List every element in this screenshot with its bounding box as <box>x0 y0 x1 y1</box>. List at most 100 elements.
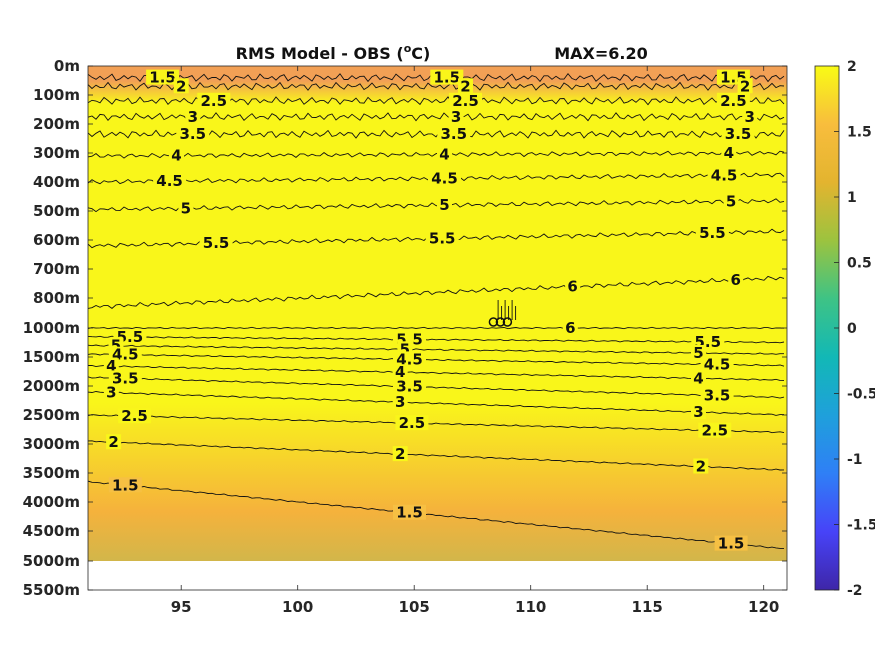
colorbar-ticks: 2 1.5 1 0.5 0 -0.5 -1 -1.5 -2 <box>834 59 875 599</box>
contour-label: 3 <box>106 384 116 402</box>
contour-line <box>88 335 785 344</box>
contour-label: 2.5 <box>121 407 148 425</box>
colorbar-tick-label: 0 <box>847 321 857 337</box>
y-tick-label: 3000m <box>23 435 80 453</box>
y-tick-label: 1000m <box>23 319 80 337</box>
colorbar-tick-label: 1 <box>847 190 857 206</box>
title-text: RMS Model - OBS ( <box>236 44 404 63</box>
contour-label-bg <box>197 92 231 108</box>
contour-label: 4.5 <box>431 169 458 187</box>
y-tick-label: 700m <box>33 260 80 278</box>
contour-label-bg <box>437 197 452 213</box>
contour-line <box>88 480 784 549</box>
contour-label-bg <box>721 145 737 161</box>
y-tick-label: 4000m <box>23 493 80 511</box>
contour-labels: 1.5 1.5 1.52 2 22.5 2.5 2.53 3 33.5 3.5 3.54 4 44.5 4… <box>103 69 758 553</box>
contour-label-bg <box>737 78 753 94</box>
contour-label-bg <box>428 170 461 186</box>
contour-label-bg <box>392 394 408 410</box>
contour-label: 2 <box>395 445 405 463</box>
x-tick-label: 110 <box>515 598 546 616</box>
contour-label-bg <box>437 146 452 162</box>
contour-line <box>88 150 785 159</box>
contour-label-bg <box>691 404 706 420</box>
contour-label-bg <box>185 108 201 124</box>
contour-label: 5 <box>111 337 121 355</box>
contour-line <box>88 344 784 355</box>
contour-label: 2.5 <box>702 422 729 440</box>
contour-label-bg <box>393 504 426 520</box>
contour-label: 1.5 <box>112 476 139 494</box>
contour-label: 3.5 <box>725 125 752 143</box>
x-tick-label: 120 <box>748 598 779 616</box>
x-axis: 95 100 105 110 115 120 <box>171 66 779 616</box>
contour-label: 2 <box>740 77 750 95</box>
contour-label: 3.5 <box>704 387 731 405</box>
contour-label-bg <box>716 92 750 108</box>
contour-label-bg <box>108 346 142 362</box>
contour-label-bg <box>691 345 706 360</box>
contour-label-bg <box>169 147 184 163</box>
contour-label-bg <box>173 78 189 94</box>
contour-label: 4 <box>395 363 405 381</box>
contour-line <box>88 81 785 91</box>
x-tick-label: 105 <box>399 598 430 616</box>
contour-label: 5 <box>439 196 449 214</box>
spike-lines <box>497 300 517 320</box>
contour-label-bg <box>430 69 464 85</box>
y-tick-label: 4500m <box>23 522 80 540</box>
chart-max-label: MAX=6.20 <box>554 44 648 63</box>
y-tick-label: 200m <box>33 115 80 133</box>
contour-label-bg <box>146 69 180 85</box>
y-tick-label: 3500m <box>23 464 80 482</box>
contour-label-bg <box>742 108 758 124</box>
y-tick-label: 500m <box>33 202 80 220</box>
contour-label: 5 <box>181 199 191 217</box>
contour-label-bg <box>562 320 578 335</box>
y-tick-label: 400m <box>33 173 80 191</box>
y-tick-label: 100m <box>33 86 80 104</box>
contour-line <box>88 112 785 122</box>
contour-label: 4.5 <box>711 166 738 184</box>
contour-label-bg <box>108 477 142 493</box>
colorbar-tick-label: 0.5 <box>847 256 872 272</box>
contour-label: 3 <box>188 108 198 126</box>
contour-label-bg <box>698 422 732 438</box>
contour-label-bg <box>118 408 152 424</box>
y-tick-label: 2000m <box>23 377 80 395</box>
colorbar-tick-label: -2 <box>847 583 863 599</box>
contour-label: 2.5 <box>201 92 228 110</box>
spike-ring <box>488 317 499 327</box>
contour-line <box>88 353 785 367</box>
title-unit: C) <box>411 44 430 63</box>
y-tick-label: 1500m <box>23 348 80 366</box>
contour-label: 1.5 <box>396 504 423 522</box>
contour-label-bg <box>108 370 142 386</box>
contour-line <box>88 198 785 213</box>
contour-label: 6 <box>730 271 740 289</box>
contour-label: 4.5 <box>156 172 183 190</box>
contour-label: 3 <box>693 403 703 421</box>
y-tick-label: 800m <box>33 289 80 307</box>
contour-label: 4 <box>693 369 703 387</box>
x-tick-label: 100 <box>282 598 313 616</box>
contour-label: 4 <box>439 145 449 163</box>
contour-label: 5 <box>726 193 736 211</box>
contour-label: 6 <box>565 319 575 337</box>
contour-label-bg <box>458 78 473 94</box>
spike-feature <box>488 300 517 327</box>
contour-label-bg <box>153 173 187 189</box>
y-tick-label: 5500m <box>23 581 80 599</box>
y-tick-label: 0m <box>54 57 80 75</box>
contour-label: 2.5 <box>399 414 426 432</box>
contour-label-bg <box>691 370 706 386</box>
contour-label-bg <box>392 364 408 380</box>
contour-label: 6 <box>567 278 577 296</box>
contour-label-bg <box>449 92 482 108</box>
contour-label: 4.5 <box>704 356 731 374</box>
contour-label-bg <box>728 271 744 287</box>
contour-line <box>88 376 785 399</box>
colorbar-tick-label: -1.5 <box>847 518 875 534</box>
contour-label-bg <box>565 278 581 294</box>
